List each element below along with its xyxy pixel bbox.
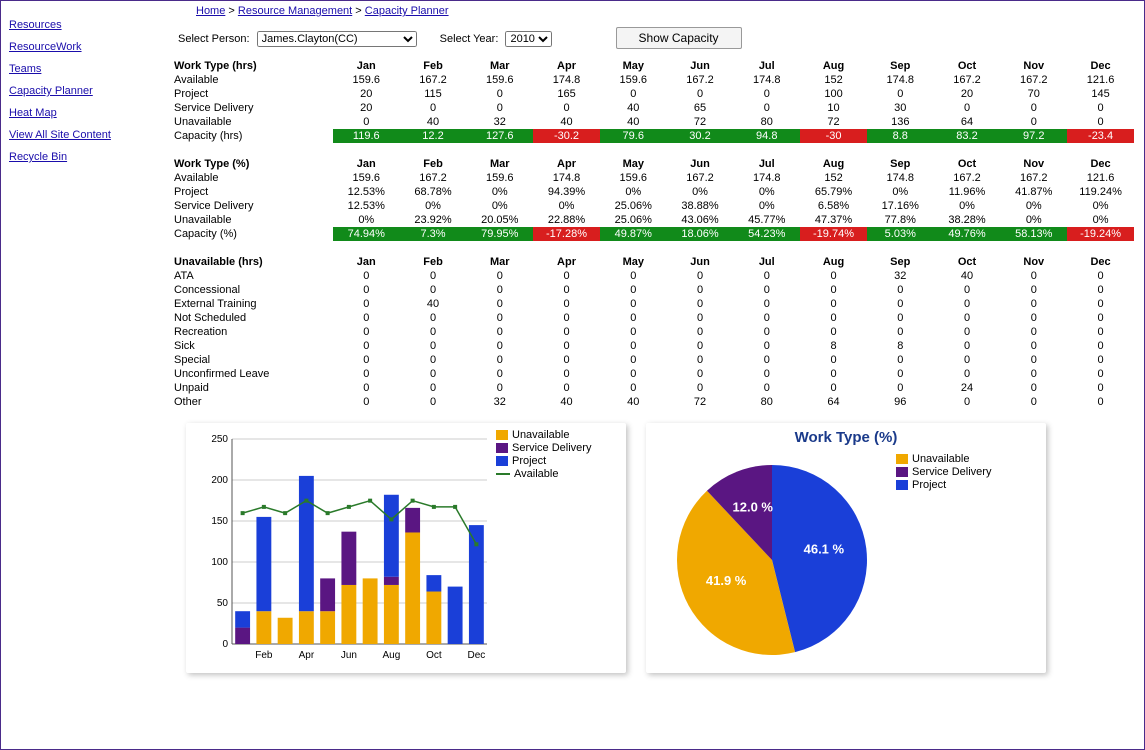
year-label: Select Year: xyxy=(440,33,499,45)
data-table: Unavailable (hrs)JanFebMarAprMayJunJulAu… xyxy=(166,255,1134,409)
breadcrumb: Home > Resource Management > Capacity Pl… xyxy=(166,5,1134,17)
legend-item: Service Delivery xyxy=(896,466,991,478)
legend-item: Unavailable xyxy=(896,453,991,465)
legend-item: Project xyxy=(496,455,591,467)
breadcrumb-1[interactable]: Resource Management xyxy=(238,5,352,17)
pie-title: Work Type (%) xyxy=(652,429,1040,446)
svg-text:46.1 %: 46.1 % xyxy=(804,542,845,557)
legend-item: Project xyxy=(896,479,991,491)
data-table: Work Type (%)JanFebMarAprMayJunJulAugSep… xyxy=(166,157,1134,241)
svg-text:100: 100 xyxy=(211,557,228,568)
svg-text:Dec: Dec xyxy=(467,650,485,661)
svg-text:41.9 %: 41.9 % xyxy=(706,573,747,588)
svg-text:Feb: Feb xyxy=(255,650,273,661)
pie-chart: 46.1 % 41.9 % 12.0 % xyxy=(652,450,892,660)
bar-chart-panel: 0 50 100 150 200 250 Feb Apr Jun Aug Oct Dec Unavai… xyxy=(186,423,626,673)
main-content: Home > Resource Management > Capacity Pl… xyxy=(166,1,1144,749)
sidebar-item-5[interactable]: View All Site Content xyxy=(9,129,158,141)
svg-text:50: 50 xyxy=(217,598,229,609)
year-select[interactable]: 2010 xyxy=(505,31,552,47)
sidebar-item-0[interactable]: Resources xyxy=(9,19,158,31)
person-select[interactable]: James.Clayton(CC) xyxy=(257,31,417,47)
person-label: Select Person: xyxy=(178,33,250,45)
legend-item: Available xyxy=(496,468,591,480)
breadcrumb-2[interactable]: Capacity Planner xyxy=(365,5,449,17)
sidebar-item-1[interactable]: ResourceWork xyxy=(9,41,158,53)
svg-text:200: 200 xyxy=(211,475,228,486)
sidebar-item-2[interactable]: Teams xyxy=(9,63,158,75)
svg-text:250: 250 xyxy=(211,434,228,445)
controls-row: Select Person: James.Clayton(CC) Select … xyxy=(166,27,1134,49)
pie-chart-panel: Work Type (%) 46.1 % 41.9 % 12.0 % Unavail… xyxy=(646,423,1046,673)
svg-text:12.0 %: 12.0 % xyxy=(733,499,774,514)
svg-text:Oct: Oct xyxy=(426,650,442,661)
sidebar-item-6[interactable]: Recycle Bin xyxy=(9,151,158,163)
svg-text:0: 0 xyxy=(222,639,228,650)
legend-item: Service Delivery xyxy=(496,442,591,454)
svg-text:Jun: Jun xyxy=(341,650,357,661)
sidebar-item-3[interactable]: Capacity Planner xyxy=(9,85,158,97)
sidebar-item-4[interactable]: Heat Map xyxy=(9,107,158,119)
svg-text:Aug: Aug xyxy=(382,650,400,661)
sidebar: Resources ResourceWork Teams Capacity Plann… xyxy=(1,1,166,749)
svg-text:Apr: Apr xyxy=(299,650,315,661)
svg-text:150: 150 xyxy=(211,516,228,527)
legend-item: Unavailable xyxy=(496,429,591,441)
breadcrumb-0[interactable]: Home xyxy=(196,5,225,17)
bar-chart: 0 50 100 150 200 250 Feb Apr Jun Aug Oct Dec xyxy=(192,429,492,669)
show-capacity-button[interactable]: Show Capacity xyxy=(616,27,742,49)
data-table: Work Type (hrs)JanFebMarAprMayJunJulAugS… xyxy=(166,59,1134,143)
